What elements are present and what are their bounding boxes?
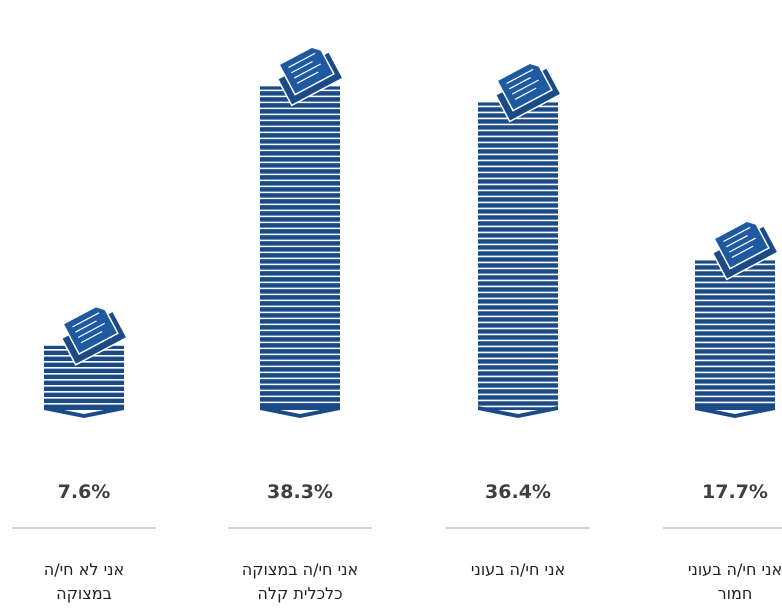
category-label: אני לא חי/ה [44,560,125,579]
category-label: אני חי/ה במצוקה [242,560,359,579]
paper-stack-1 [44,302,128,418]
value-label: 38.3% [267,481,333,503]
document-sheet-icon [494,58,562,123]
labels-layer: 7.6% אני לא חי/ה במצוקה 38.3% אני חי/ה במצוק… [12,481,782,603]
category-label: אני חי/ה בעוני [688,560,782,579]
document-sheet-icon [276,42,344,107]
paper-stack-4 [695,216,779,418]
paper-stack-2 [260,42,344,418]
category-label: חמור [718,584,753,603]
category-label: במצוקה [56,584,112,603]
stack-base [695,406,775,418]
stack-body [260,86,340,411]
value-label: 36.4% [485,481,551,503]
stack-base [478,406,558,418]
category-label: כלכלית קלה [257,584,342,603]
paper-stack-3 [478,58,562,418]
document-sheet-icon [711,216,779,281]
category-label: אני חי/ה בעוני [471,560,565,579]
stack-base [44,406,124,418]
stacks-layer [44,42,779,418]
document-sheet-icon [60,302,128,366]
value-label: 17.7% [702,481,768,503]
stack-base [260,406,340,418]
value-label: 7.6% [58,481,111,503]
